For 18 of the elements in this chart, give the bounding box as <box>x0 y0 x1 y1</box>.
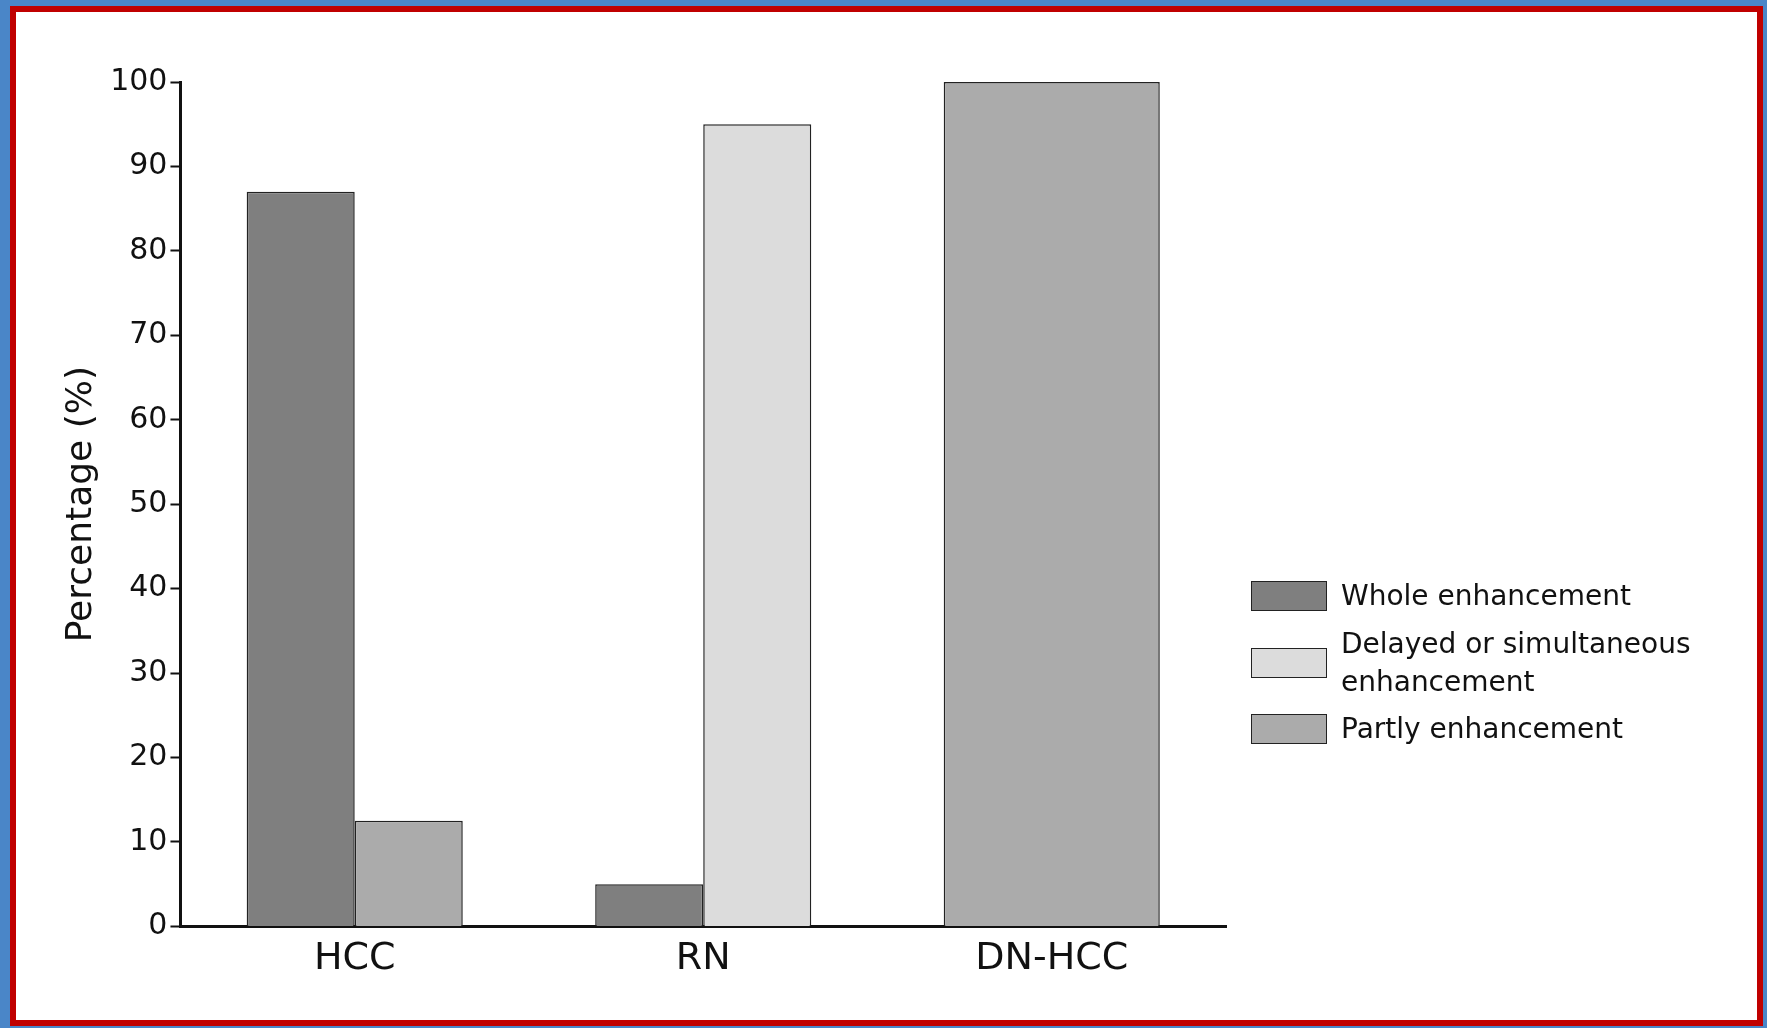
legend-label: Partly enhancement <box>1341 711 1623 748</box>
y-tick-label: 80 <box>129 230 168 266</box>
y-tick-label: 90 <box>129 146 168 182</box>
y-tick-label: 30 <box>129 652 168 688</box>
y-tick-label: 20 <box>129 737 168 773</box>
y-tick-label: 100 <box>110 61 168 97</box>
x-tick-label: DN-HCC <box>975 934 1129 979</box>
y-tick-label: 60 <box>129 399 168 435</box>
x-tick-label: HCC <box>313 934 396 979</box>
legend-label: Delayed or simultaneous enhancement <box>1341 625 1692 700</box>
y-tick-label: 40 <box>129 568 168 604</box>
x-tick-label: RN <box>675 934 731 979</box>
y-axis-title: Percentage (%) <box>57 366 99 643</box>
y-tick-label: 0 <box>148 906 168 942</box>
legend-label: Whole enhancement <box>1341 578 1631 614</box>
y-tick-label: 10 <box>129 821 168 857</box>
y-tick-label: 50 <box>129 484 168 519</box>
y-tick-label: 70 <box>129 315 168 351</box>
